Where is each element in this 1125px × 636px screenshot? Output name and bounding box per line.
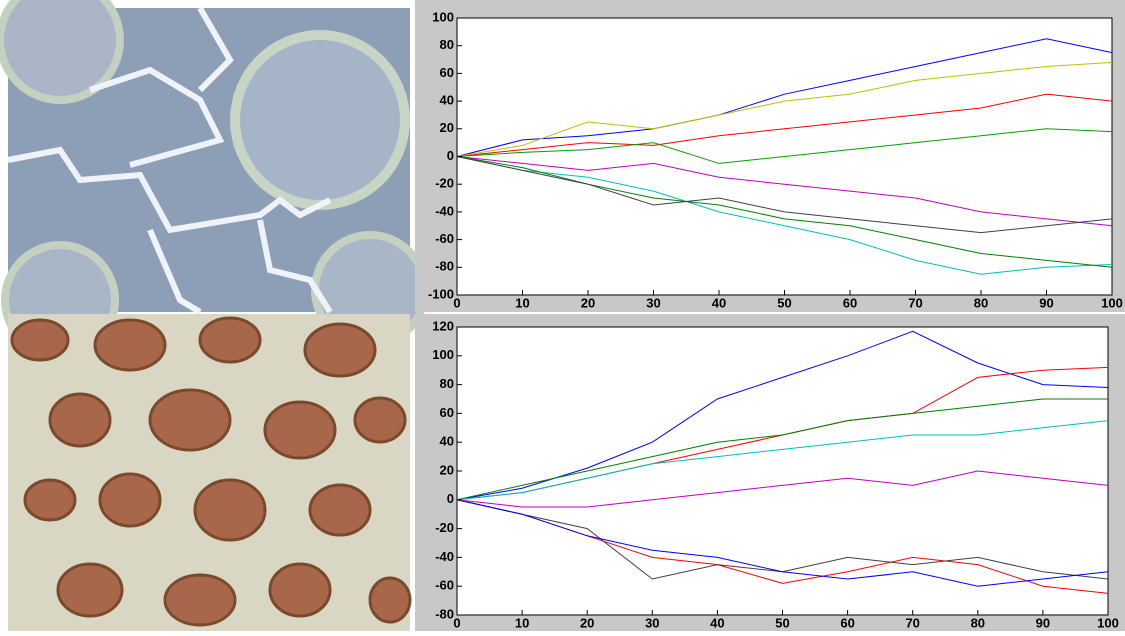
y-tick-label: 40	[440, 93, 454, 108]
y-tick-label: 80	[440, 376, 454, 391]
x-tick-label: 90	[1036, 615, 1050, 630]
y-tick-label: -20	[435, 520, 454, 535]
y-tick-label: 40	[440, 434, 454, 449]
y-tick-label: -60	[435, 578, 454, 593]
x-tick-label: 20	[580, 615, 594, 630]
x-tick-label: 50	[775, 615, 789, 630]
x-tick-label: 0	[453, 615, 460, 630]
y-tick-label: -60	[435, 231, 454, 246]
y-tick-label: 60	[440, 65, 454, 80]
x-tick-label: 10	[515, 615, 529, 630]
leopard-texture	[8, 314, 410, 631]
figure: -100-80-60-40-20020406080100010203040506…	[0, 0, 1125, 631]
x-tick-label: 40	[710, 615, 724, 630]
y-tick-label: 100	[432, 9, 454, 24]
y-tick-label: -80	[435, 259, 454, 274]
x-tick-label: 30	[646, 295, 660, 310]
y-tick-label: -80	[435, 606, 454, 621]
y-tick-label: 0	[447, 491, 454, 506]
x-tick-label: 100	[1097, 615, 1119, 630]
x-tick-label: 50	[777, 295, 791, 310]
tile-texture	[0, 0, 425, 355]
x-tick-label: 10	[515, 295, 529, 310]
y-tick-label: 120	[432, 318, 454, 333]
x-tick-label: 70	[908, 295, 922, 310]
y-tick-label: 100	[432, 347, 454, 362]
x-tick-label: 80	[974, 295, 988, 310]
y-tick-label: 20	[440, 462, 454, 477]
x-tick-label: 80	[971, 615, 985, 630]
x-tick-label: 0	[453, 295, 460, 310]
y-tick-label: -20	[435, 176, 454, 191]
y-tick-label: 60	[440, 405, 454, 420]
y-tick-label: 80	[440, 37, 454, 52]
x-tick-label: 90	[1039, 295, 1053, 310]
x-tick-label: 60	[840, 615, 854, 630]
y-tick-label: 20	[440, 120, 454, 135]
y-tick-label: -100	[428, 286, 454, 301]
x-tick-label: 20	[581, 295, 595, 310]
y-tick-label: -40	[435, 549, 454, 564]
x-tick-label: 60	[843, 295, 857, 310]
x-tick-label: 100	[1101, 295, 1123, 310]
y-tick-label: 0	[447, 148, 454, 163]
x-tick-label: 40	[712, 295, 726, 310]
x-tick-label: 70	[905, 615, 919, 630]
y-tick-label: -40	[435, 203, 454, 218]
x-tick-label: 30	[645, 615, 659, 630]
